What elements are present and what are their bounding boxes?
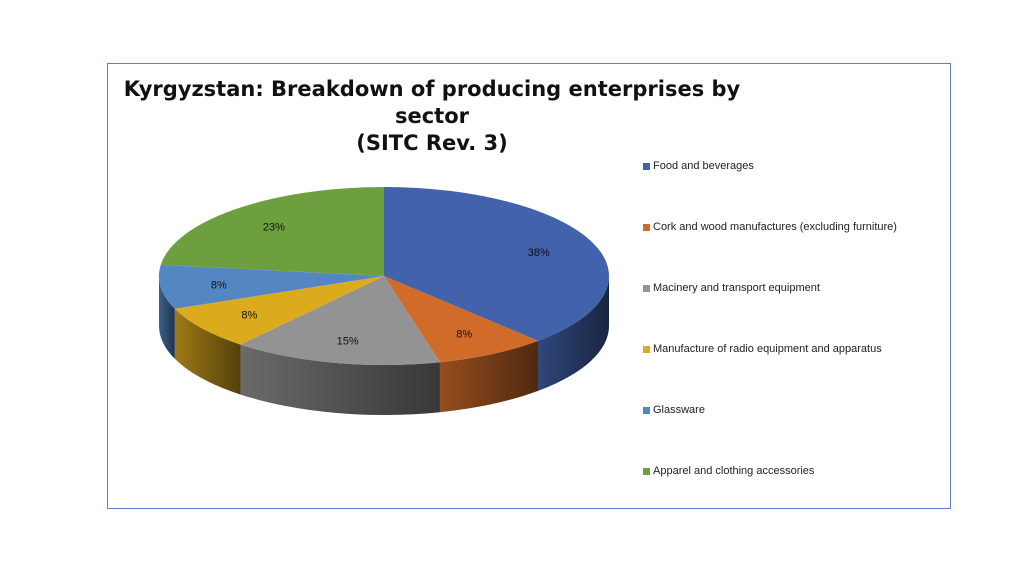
pie-slice-macinery-and-transport-equipment[interactable]	[240, 276, 440, 365]
legend-item-macinery-and-transport-equipment: Macinery and transport equipment	[643, 282, 820, 294]
data-label-glassware: 8%	[211, 279, 227, 291]
legend-label: Macinery and transport equipment	[653, 282, 820, 294]
pie-side-food-and-beverages	[538, 276, 609, 391]
chart-title-line1: Kyrgyzstan: Breakdown of producing enter…	[123, 77, 741, 128]
pie-side-glassware	[159, 276, 175, 359]
legend-swatch	[643, 223, 650, 231]
pie-slice-manufacture-of-radio-equipment-and-apparatus[interactable]	[174, 276, 384, 345]
legend-item-glassware: Glassware	[643, 404, 705, 416]
data-label-apparel-and-clothing-accessories: 23%	[263, 222, 285, 234]
legend-swatch	[643, 345, 650, 353]
legend-item-manufacture-of-radio-equipment-and-apparatus: Manufacture of radio equipment and appar…	[643, 343, 882, 355]
pie-side-macinery-and-transport-equipment	[240, 344, 440, 415]
legend-label: Manufacture of radio equipment and appar…	[653, 343, 882, 355]
legend-item-cork-and-wood-manufactures-excluding-furniture: Cork and wood manufactures (excluding fu…	[643, 221, 897, 233]
legend-item-food-and-beverages: Food and beverages	[643, 160, 754, 172]
pie-slice-glassware[interactable]	[159, 264, 384, 309]
legend-swatch	[643, 406, 650, 414]
pie-slice-cork-and-wood-manufactures-excluding-furniture[interactable]	[384, 276, 539, 363]
legend-item-apparel-and-clothing-accessories: Apparel and clothing accessories	[643, 465, 814, 477]
pie-slice-apparel-and-clothing-accessories[interactable]	[160, 187, 384, 276]
pie-side-manufacture-of-radio-equipment-and-apparatus	[174, 308, 241, 395]
legend-label: Glassware	[653, 404, 705, 416]
pie-slice-food-and-beverages[interactable]	[384, 187, 609, 341]
chart-title: Kyrgyzstan: Breakdown of producing enter…	[107, 76, 757, 157]
pie-side-cork-and-wood-manufactures-excluding-furniture	[439, 340, 539, 413]
data-label-cork-and-wood-manufactures-excluding-furniture: 8%	[456, 329, 472, 341]
data-label-manufacture-of-radio-equipment-and-apparatus: 8%	[241, 310, 257, 322]
legend-label: Food and beverages	[653, 160, 754, 172]
data-label-food-and-beverages: 38%	[528, 247, 550, 259]
chart-title-line2: (SITC Rev. 3)	[356, 131, 508, 155]
legend-swatch	[643, 162, 650, 170]
legend-swatch	[643, 284, 650, 292]
data-label-macinery-and-transport-equipment: 15%	[337, 335, 359, 347]
legend-label: Cork and wood manufactures (excluding fu…	[653, 221, 897, 233]
legend-swatch	[643, 467, 650, 475]
legend-label: Apparel and clothing accessories	[653, 465, 815, 477]
